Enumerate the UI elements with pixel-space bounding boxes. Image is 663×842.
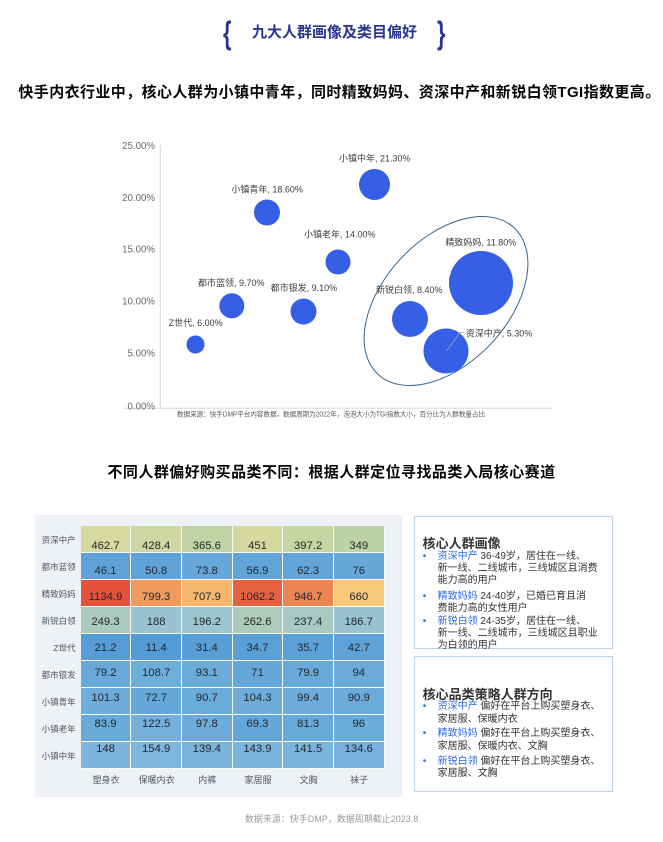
svg-text:资深中产, 5.30%: 资深中产, 5.30%: [466, 327, 533, 338]
svg-text:0.00%: 0.00%: [128, 401, 156, 412]
svg-text:Z世代, 6.00%: Z世代, 6.00%: [169, 317, 223, 328]
svg-text:25.00%: 25.00%: [122, 141, 155, 152]
svg-text:数据来源：快手DMP平台内容数据，数据周期为2022年，泡泡: 数据来源：快手DMP平台内容数据，数据周期为2022年，泡泡大小为TGI指数大小…: [177, 409, 485, 418]
svg-text:小镇老年, 14.00%: 小镇老年, 14.00%: [304, 229, 376, 240]
svg-text:10.00%: 10.00%: [122, 297, 155, 308]
svg-text:新锐白领, 8.40%: 新锐白领, 8.40%: [376, 284, 443, 295]
svg-text:5.00%: 5.00%: [128, 349, 156, 360]
svg-text:15.00%: 15.00%: [122, 245, 155, 256]
svg-text:小镇青年, 18.60%: 小镇青年, 18.60%: [231, 184, 303, 195]
svg-text:小镇中年, 21.30%: 小镇中年, 21.30%: [339, 153, 411, 164]
svg-text:都市蓝领, 9.70%: 都市蓝领, 9.70%: [198, 277, 265, 288]
svg-text:都市银发, 9.10%: 都市银发, 9.10%: [271, 282, 338, 293]
svg-text:20.00%: 20.00%: [122, 193, 155, 204]
svg-text:精致妈妈, 11.80%: 精致妈妈, 11.80%: [445, 237, 516, 248]
